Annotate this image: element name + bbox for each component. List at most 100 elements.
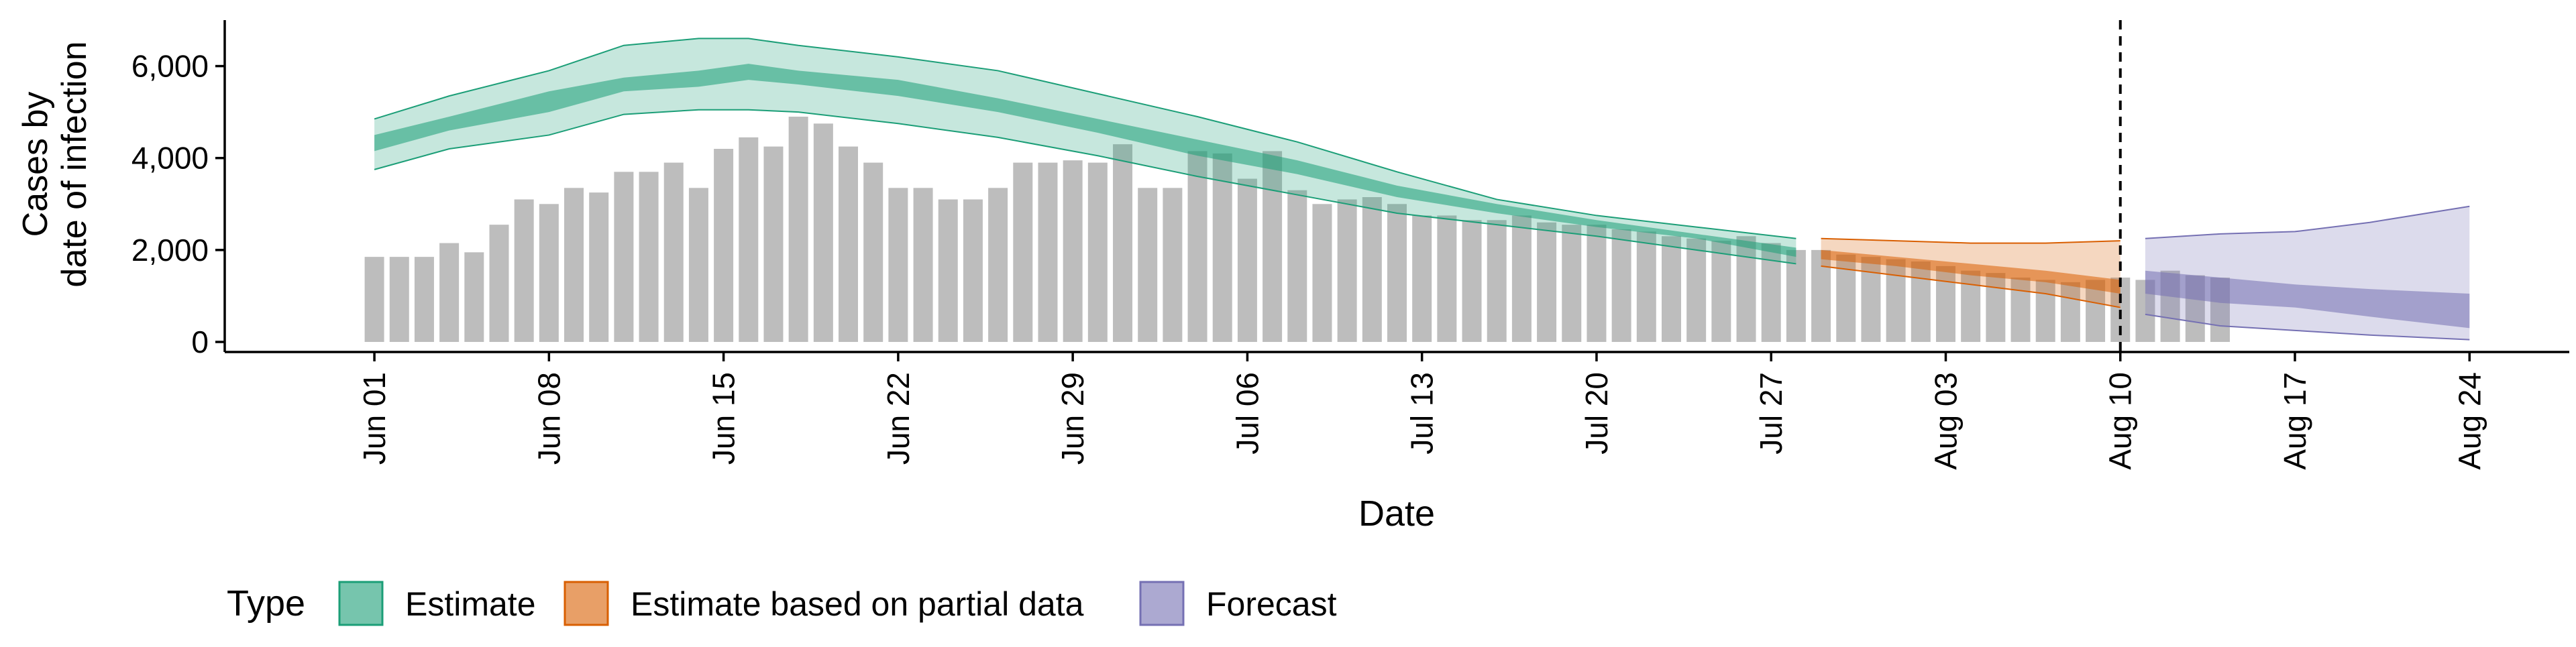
legend-title: Type (227, 583, 305, 624)
case-bar (1562, 225, 1582, 342)
estimate-based-on-partial-data-band-90-lower-edge (1821, 265, 2121, 308)
case-bar (564, 188, 584, 342)
forecast-band-90-upper-edge (2145, 205, 2470, 239)
case-bar (589, 192, 609, 342)
case-bar (389, 257, 409, 342)
y-tick-label: 4,000 (131, 141, 209, 176)
case-bar (739, 137, 759, 342)
y-axis-label-line-1: Cases by (16, 92, 55, 237)
forecast-band-90-lower-edge (2145, 313, 2470, 341)
case-bar (1487, 220, 1507, 342)
case-bar (1511, 215, 1532, 342)
y-tick-label: 6,000 (131, 49, 209, 84)
case-bar (1412, 215, 1432, 342)
estimate-based-on-partial-data-band-50 (1821, 249, 2121, 294)
y-axis-label-line-2: date of infection (55, 41, 94, 287)
case-bar (1113, 144, 1133, 342)
legend-key-estimate (338, 581, 384, 626)
case-bar (988, 188, 1008, 342)
x-axis-label: Date (1358, 493, 1435, 534)
case-bar (1337, 199, 1357, 342)
case-bar (2035, 280, 2055, 342)
y-tick-label: 0 (191, 325, 209, 359)
x-tick-label: Jul 27 (1754, 372, 1788, 455)
case-bar (688, 188, 708, 342)
case-bar (788, 117, 808, 342)
case-bar (464, 252, 484, 342)
case-bar (863, 162, 883, 343)
estimate-band-90-upper-edge (374, 38, 1796, 239)
case-bar (938, 199, 958, 342)
x-axis-ticks: Jun 01 Jun 08 Jun 15 Jun 22 Jun 29 Jul 06 Jul … (357, 352, 2487, 470)
x-tick-label: Jun 15 (706, 372, 741, 465)
case-bar (1587, 225, 1607, 342)
legend-label-partial: Estimate based on partial data (631, 585, 1084, 623)
x-tick-label: Jun 29 (1055, 372, 1090, 465)
x-tick-label: Jul 06 (1230, 372, 1265, 455)
case-bar (1736, 236, 1756, 342)
x-tick-label: Jul 20 (1579, 372, 1614, 455)
legend: Type Estimate Estimate based on partial … (227, 581, 1337, 626)
case-bar (539, 204, 559, 342)
case-bar (2060, 282, 2080, 342)
estimate-band-90 (374, 38, 1796, 264)
y-axis-ticks: 0 2,000 4,000 6,000 (131, 49, 225, 359)
case-bar (2010, 278, 2031, 342)
case-bar (489, 225, 509, 342)
case-bar (1935, 266, 1955, 342)
case-bar (813, 123, 833, 343)
case-bar (1187, 151, 1208, 342)
case-bar (913, 188, 933, 342)
case-bar (614, 172, 634, 342)
case-bar (1013, 162, 1033, 343)
forecast-band-50 (2145, 270, 2470, 329)
case-bar (888, 188, 908, 342)
x-tick-label: Aug 17 (2277, 372, 2312, 470)
legend-label-forecast: Forecast (1206, 585, 1337, 623)
case-bar (1387, 204, 1407, 342)
case-bar (1686, 238, 1707, 342)
case-bar (1263, 151, 1283, 342)
case-bar (364, 257, 384, 342)
case-bar (763, 146, 784, 343)
case-bar (1462, 220, 1482, 342)
case-bar (839, 146, 859, 343)
case-bar (1986, 273, 2006, 342)
x-tick-label: Jul 13 (1405, 372, 1440, 455)
legend-label-estimate: Estimate (405, 585, 536, 623)
case-bar (1138, 188, 1158, 342)
case-bar (1611, 229, 1631, 342)
case-bar (1661, 236, 1681, 342)
y-tick-label: 2,000 (131, 233, 209, 268)
estimate-bands (374, 38, 2470, 341)
x-tick-label: Jun 08 (531, 372, 566, 465)
case-bar (439, 243, 460, 342)
case-bar (1087, 162, 1108, 343)
legend-key-partial (564, 581, 609, 626)
case-bar (1911, 261, 1931, 342)
case-bar (663, 162, 684, 343)
case-bar (1038, 162, 1058, 343)
case-bar (1811, 249, 1831, 342)
case-bar (1437, 215, 1457, 342)
case-bar (1237, 178, 1257, 342)
case-bar (1063, 160, 1083, 342)
case-bar (639, 172, 659, 342)
case-bar (963, 199, 983, 342)
case-bar (1163, 188, 1183, 342)
case-bar (1711, 241, 1731, 342)
x-tick-label: Aug 24 (2452, 372, 2487, 470)
case-bar (1212, 153, 1232, 342)
x-tick-label: Aug 10 (2103, 372, 2138, 470)
x-tick-label: Jun 01 (357, 372, 392, 465)
reported-cases-bars (364, 117, 2230, 343)
case-bar (414, 257, 434, 342)
estimate-based-on-partial-data-band-90-upper-edge (1821, 237, 2121, 244)
case-bar (514, 199, 534, 342)
case-bar (1362, 197, 1382, 342)
case-bar (1636, 231, 1656, 342)
axes (223, 20, 2569, 353)
case-bar (714, 149, 734, 342)
